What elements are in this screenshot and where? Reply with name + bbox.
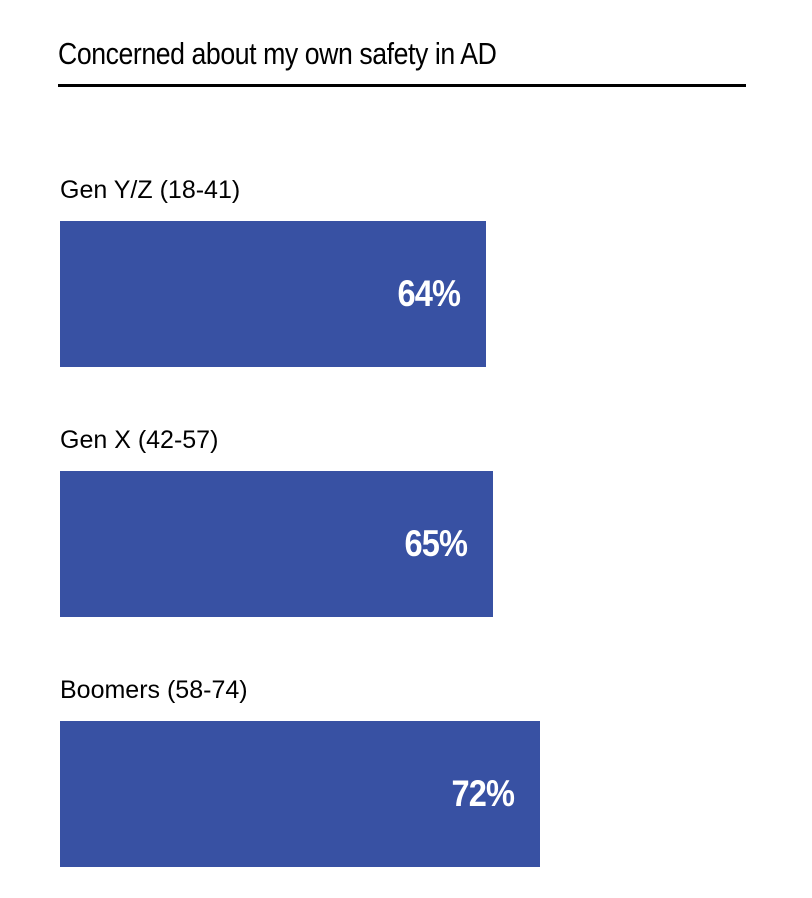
- title-divider: [58, 84, 746, 87]
- category-label: Gen Y/Z (18-41): [60, 176, 241, 204]
- bar: 65%: [60, 471, 493, 617]
- bar-value-label: 65%: [404, 523, 467, 564]
- bar: 72%: [60, 721, 540, 867]
- category-label: Boomers (58-74): [60, 676, 248, 704]
- bar: 64%: [60, 221, 486, 367]
- bar-value-label: 64%: [397, 273, 460, 314]
- bar-value-label: 72%: [451, 773, 514, 814]
- chart-title: Concerned about my own safety in AD: [58, 36, 497, 71]
- category-label: Gen X (42-57): [60, 426, 219, 454]
